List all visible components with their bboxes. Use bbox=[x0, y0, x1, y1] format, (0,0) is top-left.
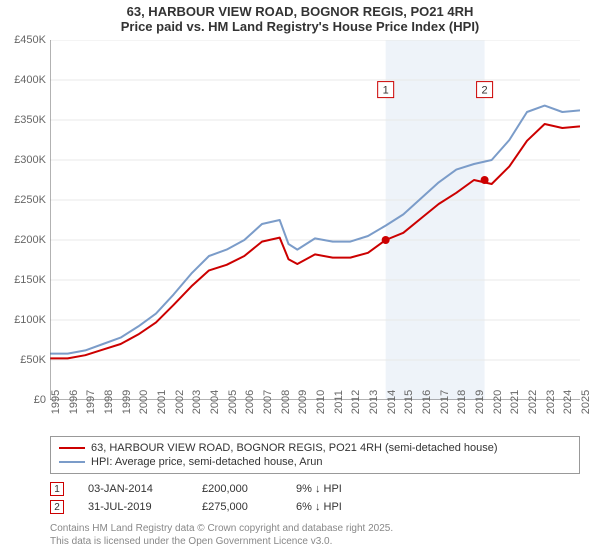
x-tick-label: 2001 bbox=[156, 390, 168, 414]
x-tick-label: 2002 bbox=[174, 390, 186, 414]
price-points-table: 1 03-JAN-2014 £200,000 9% ↓ HPI 2 31-JUL-2019… bbox=[50, 480, 580, 516]
footnote-line-2: This data is licensed under the Open Gov… bbox=[50, 535, 580, 548]
legend-label: HPI: Average price, semi-detached house,… bbox=[91, 456, 323, 468]
x-tick-label: 1997 bbox=[85, 390, 97, 414]
price-row: 2 31-JUL-2019 £275,000 6% ↓ HPI bbox=[50, 498, 580, 516]
price-value: £200,000 bbox=[202, 483, 272, 495]
x-tick-label: 1995 bbox=[50, 390, 62, 414]
title-line-2: Price paid vs. HM Land Registry's House … bbox=[0, 19, 600, 34]
x-tick-label: 2020 bbox=[492, 390, 504, 414]
x-tick-label: 2005 bbox=[227, 390, 239, 414]
price-marker: 2 bbox=[50, 500, 64, 514]
x-tick-label: 2025 bbox=[580, 390, 592, 414]
x-tick-label: 2014 bbox=[386, 390, 398, 414]
line-chart: 12 bbox=[50, 40, 580, 400]
legend-item: 63, HARBOUR VIEW ROAD, BOGNOR REGIS, PO2… bbox=[59, 441, 571, 455]
svg-text:2: 2 bbox=[482, 85, 488, 97]
x-tick-label: 2017 bbox=[439, 390, 451, 414]
y-tick-label: £300K bbox=[14, 154, 46, 166]
footnote-line-1: Contains HM Land Registry data © Crown c… bbox=[50, 522, 580, 535]
x-tick-label: 2015 bbox=[403, 390, 415, 414]
price-delta: 9% ↓ HPI bbox=[296, 483, 376, 495]
x-tick-label: 2004 bbox=[209, 390, 221, 414]
y-tick-label: £350K bbox=[14, 114, 46, 126]
x-tick-label: 2007 bbox=[262, 390, 274, 414]
x-tick-label: 1999 bbox=[121, 390, 133, 414]
title-line-1: 63, HARBOUR VIEW ROAD, BOGNOR REGIS, PO2… bbox=[0, 4, 600, 19]
x-tick-label: 2012 bbox=[350, 390, 362, 414]
legend-label: 63, HARBOUR VIEW ROAD, BOGNOR REGIS, PO2… bbox=[91, 442, 498, 454]
price-value: £275,000 bbox=[202, 501, 272, 513]
y-tick-label: £0 bbox=[34, 394, 46, 406]
legend-swatch bbox=[59, 461, 85, 463]
x-tick-label: 2000 bbox=[138, 390, 150, 414]
x-tick-label: 2010 bbox=[315, 390, 327, 414]
y-tick-label: £450K bbox=[14, 34, 46, 46]
x-tick-label: 2009 bbox=[297, 390, 309, 414]
y-tick-label: £100K bbox=[14, 314, 46, 326]
y-tick-label: £150K bbox=[14, 274, 46, 286]
y-tick-label: £250K bbox=[14, 194, 46, 206]
legend: 63, HARBOUR VIEW ROAD, BOGNOR REGIS, PO2… bbox=[50, 436, 580, 474]
legend-item: HPI: Average price, semi-detached house,… bbox=[59, 455, 571, 469]
x-tick-label: 2019 bbox=[474, 390, 486, 414]
x-tick-label: 2013 bbox=[368, 390, 380, 414]
x-tick-label: 2023 bbox=[545, 390, 557, 414]
y-tick-label: £200K bbox=[14, 234, 46, 246]
chart-title-block: 63, HARBOUR VIEW ROAD, BOGNOR REGIS, PO2… bbox=[0, 0, 600, 34]
x-tick-label: 1996 bbox=[68, 390, 80, 414]
footnote: Contains HM Land Registry data © Crown c… bbox=[50, 522, 580, 548]
x-tick-label: 2022 bbox=[527, 390, 539, 414]
price-row: 1 03-JAN-2014 £200,000 9% ↓ HPI bbox=[50, 480, 580, 498]
legend-swatch bbox=[59, 447, 85, 449]
y-tick-label: £400K bbox=[14, 74, 46, 86]
root: 63, HARBOUR VIEW ROAD, BOGNOR REGIS, PO2… bbox=[0, 0, 600, 560]
x-tick-label: 1998 bbox=[103, 390, 115, 414]
x-tick-label: 2021 bbox=[509, 390, 521, 414]
svg-text:1: 1 bbox=[383, 85, 389, 97]
price-delta: 6% ↓ HPI bbox=[296, 501, 376, 513]
price-date: 31-JUL-2019 bbox=[88, 501, 178, 513]
x-tick-label: 2024 bbox=[562, 390, 574, 414]
x-tick-label: 2016 bbox=[421, 390, 433, 414]
x-tick-label: 2018 bbox=[456, 390, 468, 414]
y-tick-label: £50K bbox=[20, 354, 46, 366]
price-marker: 1 bbox=[50, 482, 64, 496]
x-tick-label: 2011 bbox=[333, 390, 345, 414]
price-date: 03-JAN-2014 bbox=[88, 483, 178, 495]
x-tick-label: 2006 bbox=[244, 390, 256, 414]
x-tick-label: 2003 bbox=[191, 390, 203, 414]
chart-area: 12 £0£50K£100K£150K£200K£250K£300K£350K£… bbox=[50, 40, 580, 400]
x-tick-label: 2008 bbox=[280, 390, 292, 414]
